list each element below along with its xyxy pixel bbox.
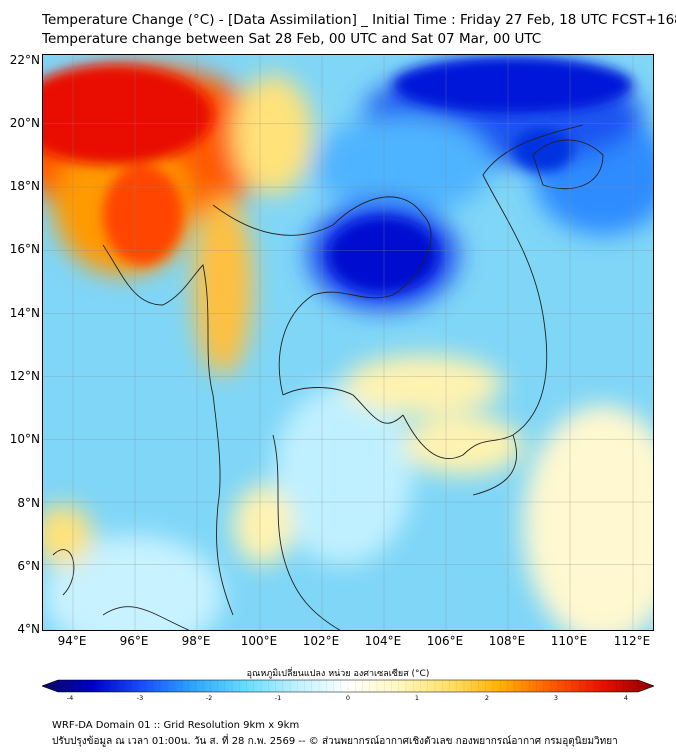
lon-label-104: 104°E — [364, 634, 402, 648]
chart-title: Temperature Change (°C) - [Data Assimila… — [42, 12, 676, 28]
lat-label-10: 10°N — [9, 432, 40, 446]
temperature-change-map — [43, 55, 653, 630]
colorbar-tick: 1 — [414, 694, 420, 702]
colorbar-tick: 4 — [623, 694, 629, 702]
map-frame — [42, 54, 654, 631]
colorbar-tick: -4 — [66, 694, 74, 702]
lat-label-4: 4°N — [17, 622, 40, 636]
lon-label-110: 110°E — [550, 634, 588, 648]
colorbar-tick: 2 — [484, 694, 490, 702]
lat-label-20: 20°N — [9, 116, 40, 130]
colorbar — [42, 679, 654, 693]
chart-subtitle: Temperature change between Sat 28 Feb, 0… — [42, 31, 542, 47]
lat-label-12: 12°N — [9, 369, 40, 383]
colorbar-tick: -2 — [205, 694, 213, 702]
footer-credit: ปรับปรุงข้อมูล ณ เวลา 01:00น. วัน ส. ที่… — [52, 736, 618, 747]
colorbar-title: อุณหภูมิเปลี่ยนแปลง หน่วย องศาเซลเซียส (… — [246, 669, 430, 679]
lon-label-98: 98°E — [181, 634, 211, 648]
lat-label-16: 16°N — [9, 242, 40, 256]
colorbar-bar — [42, 679, 654, 693]
lat-label-8: 8°N — [17, 496, 40, 510]
lon-label-96: 96°E — [119, 634, 149, 648]
lon-label-100: 100°E — [240, 634, 278, 648]
lon-label-112: 112°E — [613, 634, 651, 648]
lat-label-6: 6°N — [17, 559, 40, 573]
colorbar-tick: 3 — [553, 694, 559, 702]
lon-label-94: 94°E — [57, 634, 87, 648]
colorbar-tick: -3 — [136, 694, 144, 702]
lon-label-102: 102°E — [302, 634, 340, 648]
lon-label-106: 106°E — [426, 634, 464, 648]
lat-label-14: 14°N — [9, 306, 40, 320]
colorbar-tick: -1 — [274, 694, 282, 702]
footer-model-info: WRF-DA Domain 01 :: Grid Resolution 9km … — [52, 720, 300, 731]
lon-label-108: 108°E — [488, 634, 526, 648]
lat-label-22: 22°N — [9, 53, 40, 67]
colorbar-tick: 0 — [345, 694, 351, 702]
lat-label-18: 18°N — [9, 179, 40, 193]
